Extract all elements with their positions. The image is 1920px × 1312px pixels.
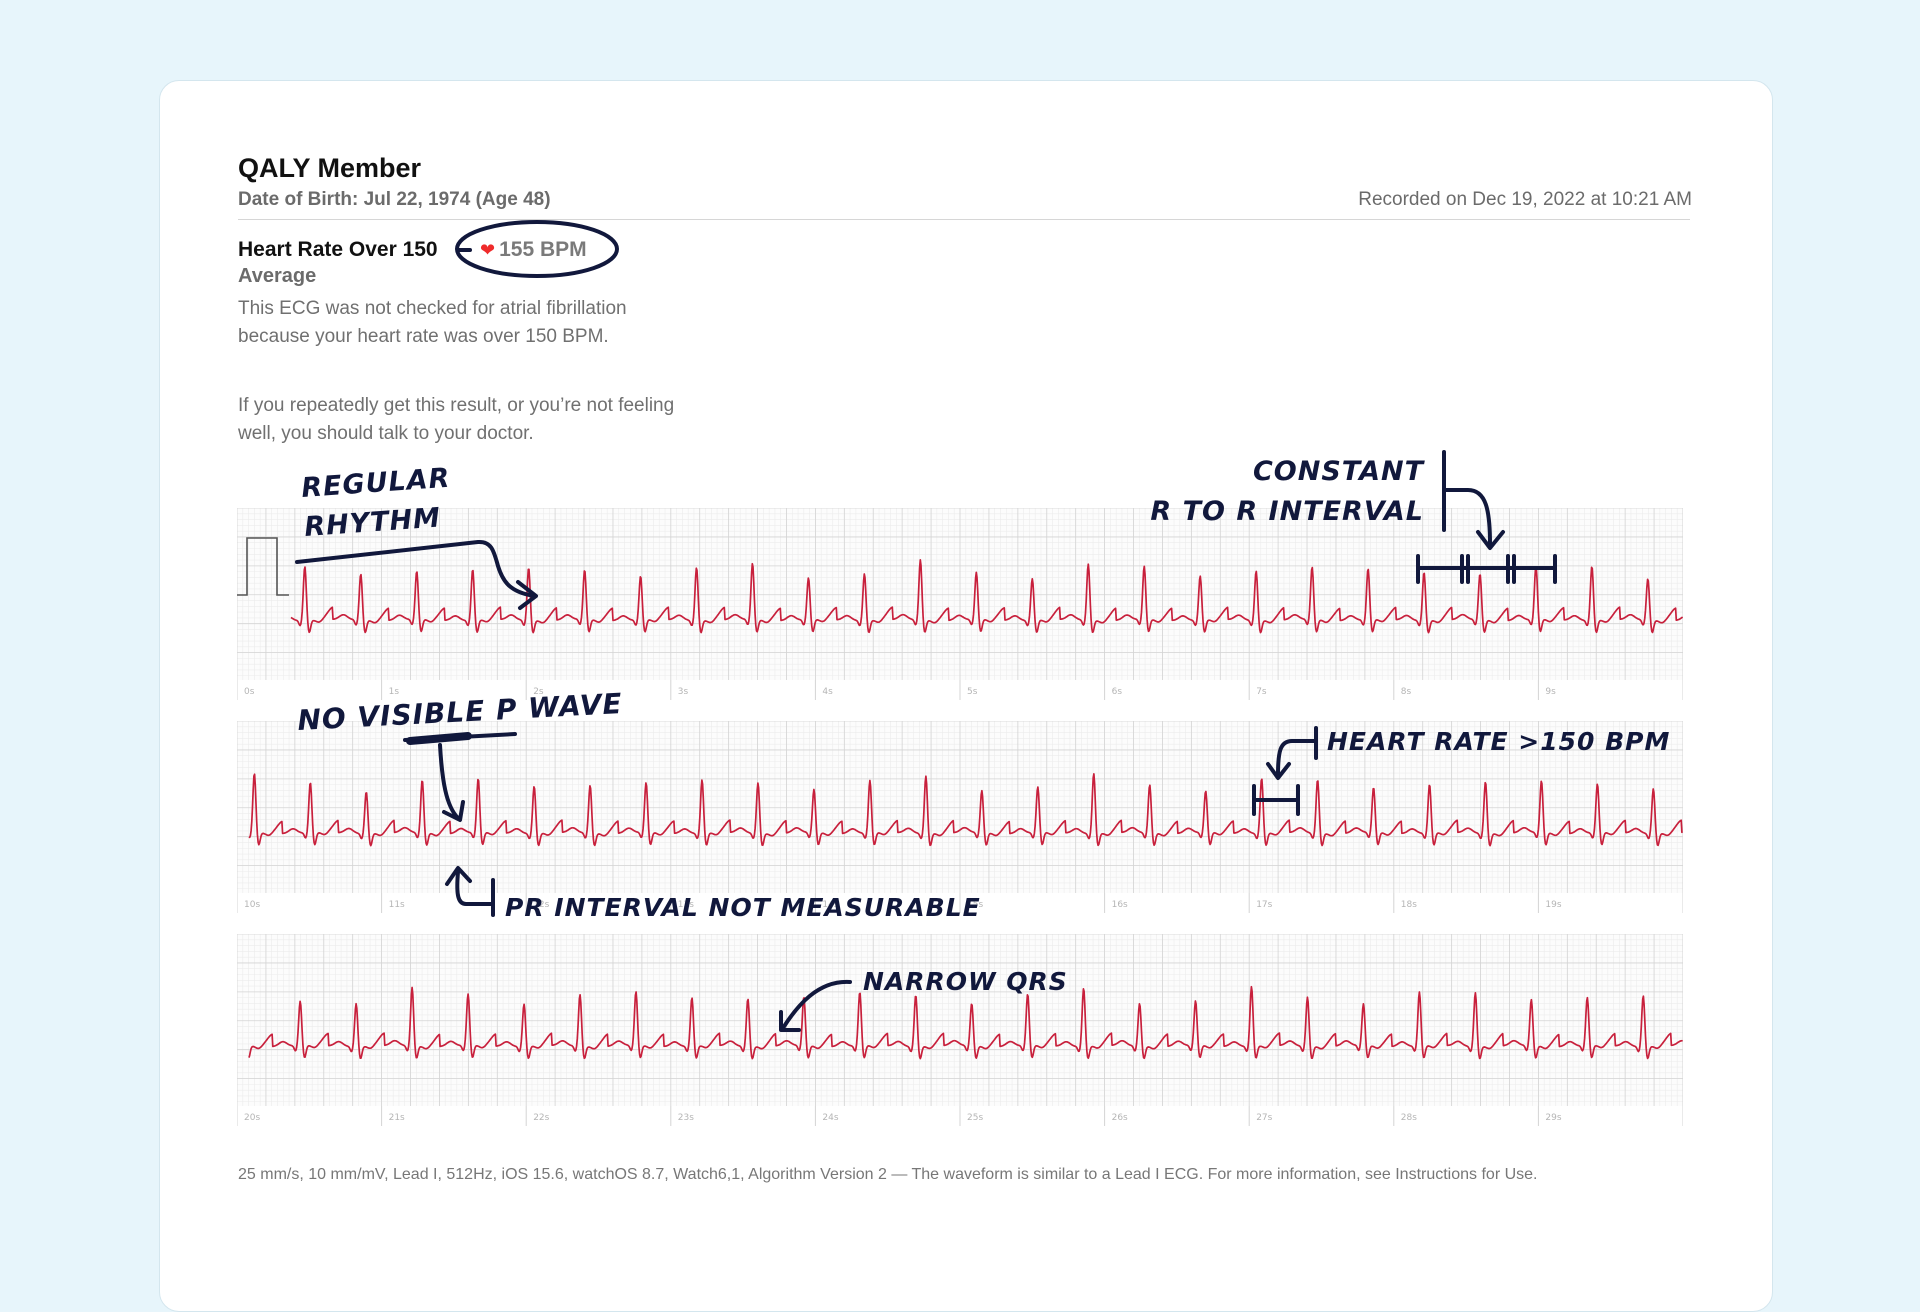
ecg-grid-major [237, 721, 1683, 893]
ecg-report-card: QALY Member Date of Birth: Jul 22, 1974 … [159, 80, 1773, 1312]
calibration-pulse [237, 537, 289, 596]
second-label: 12s [533, 900, 549, 910]
second-label: 26s [1112, 1113, 1128, 1123]
ecg-waveform [248, 985, 1683, 1060]
recording-details: 25 mm/s, 10 mm/mV, Lead I, 512Hz, iOS 15… [238, 1166, 1538, 1183]
second-label: 16s [1112, 900, 1128, 910]
second-label: 8s [1401, 687, 1412, 697]
second-label: 15s [967, 900, 983, 910]
result-description: This ECG was not checked for atrial fibr… [238, 298, 627, 347]
second-label: 5s [967, 687, 978, 697]
second-label: 11s [389, 900, 405, 910]
second-label: 7s [1256, 687, 1267, 697]
second-label: 13s [678, 900, 694, 910]
patient-name: QALY Member [238, 153, 422, 183]
result-title: Heart Rate Over 150 [238, 238, 438, 261]
second-label: 18s [1401, 900, 1417, 910]
ecg-strip-2: 10s 11s 12s 13s 14s 15s 16s 17s 18s 19s [237, 721, 1683, 913]
average-bpm: ❤ 155 BPM [480, 238, 587, 262]
second-label: 25s [967, 1113, 983, 1123]
second-label: 0s [244, 687, 255, 697]
recorded-timestamp: Recorded on Dec 19, 2022 at 10:21 AM [1358, 189, 1692, 210]
second-label: 4s [822, 687, 833, 697]
ecg-strip-3: 20s 21s 22s 23s 24s 25s 26s 27s 28s 29s [237, 934, 1683, 1126]
ecg-grid-minor [237, 934, 1683, 1106]
result-subtitle: Average [238, 265, 317, 287]
second-label: 3s [678, 687, 689, 697]
second-label: 20s [244, 1113, 260, 1123]
date-of-birth: Date of Birth: Jul 22, 1974 (Age 48) [238, 189, 551, 210]
second-label: 10s [244, 900, 260, 910]
second-label: 21s [389, 1113, 405, 1123]
second-label: 19s [1545, 900, 1561, 910]
second-label: 9s [1545, 687, 1556, 697]
second-label: 22s [533, 1113, 549, 1123]
second-label: 23s [678, 1113, 694, 1123]
second-label: 6s [1112, 687, 1123, 697]
ecg-strip-1: 0s 1s 2s 3s 4s 5s 6s 7s 8s 9s [237, 508, 1683, 700]
header-divider [238, 219, 1690, 220]
second-label: 28s [1401, 1113, 1417, 1123]
second-label: 17s [1256, 900, 1272, 910]
result-advice: If you repeatedly get this result, or yo… [238, 395, 675, 444]
bpm-value: 155 BPM [499, 238, 587, 261]
second-label: 1s [389, 687, 400, 697]
second-label: 2s [533, 687, 544, 697]
second-label: 14s [822, 900, 838, 910]
second-label: 29s [1545, 1113, 1561, 1123]
second-label: 24s [822, 1113, 838, 1123]
ecg-waveform [290, 559, 1683, 634]
second-label: 27s [1256, 1113, 1272, 1123]
heart-icon: ❤ [480, 239, 496, 260]
ecg-waveform [248, 773, 1683, 847]
